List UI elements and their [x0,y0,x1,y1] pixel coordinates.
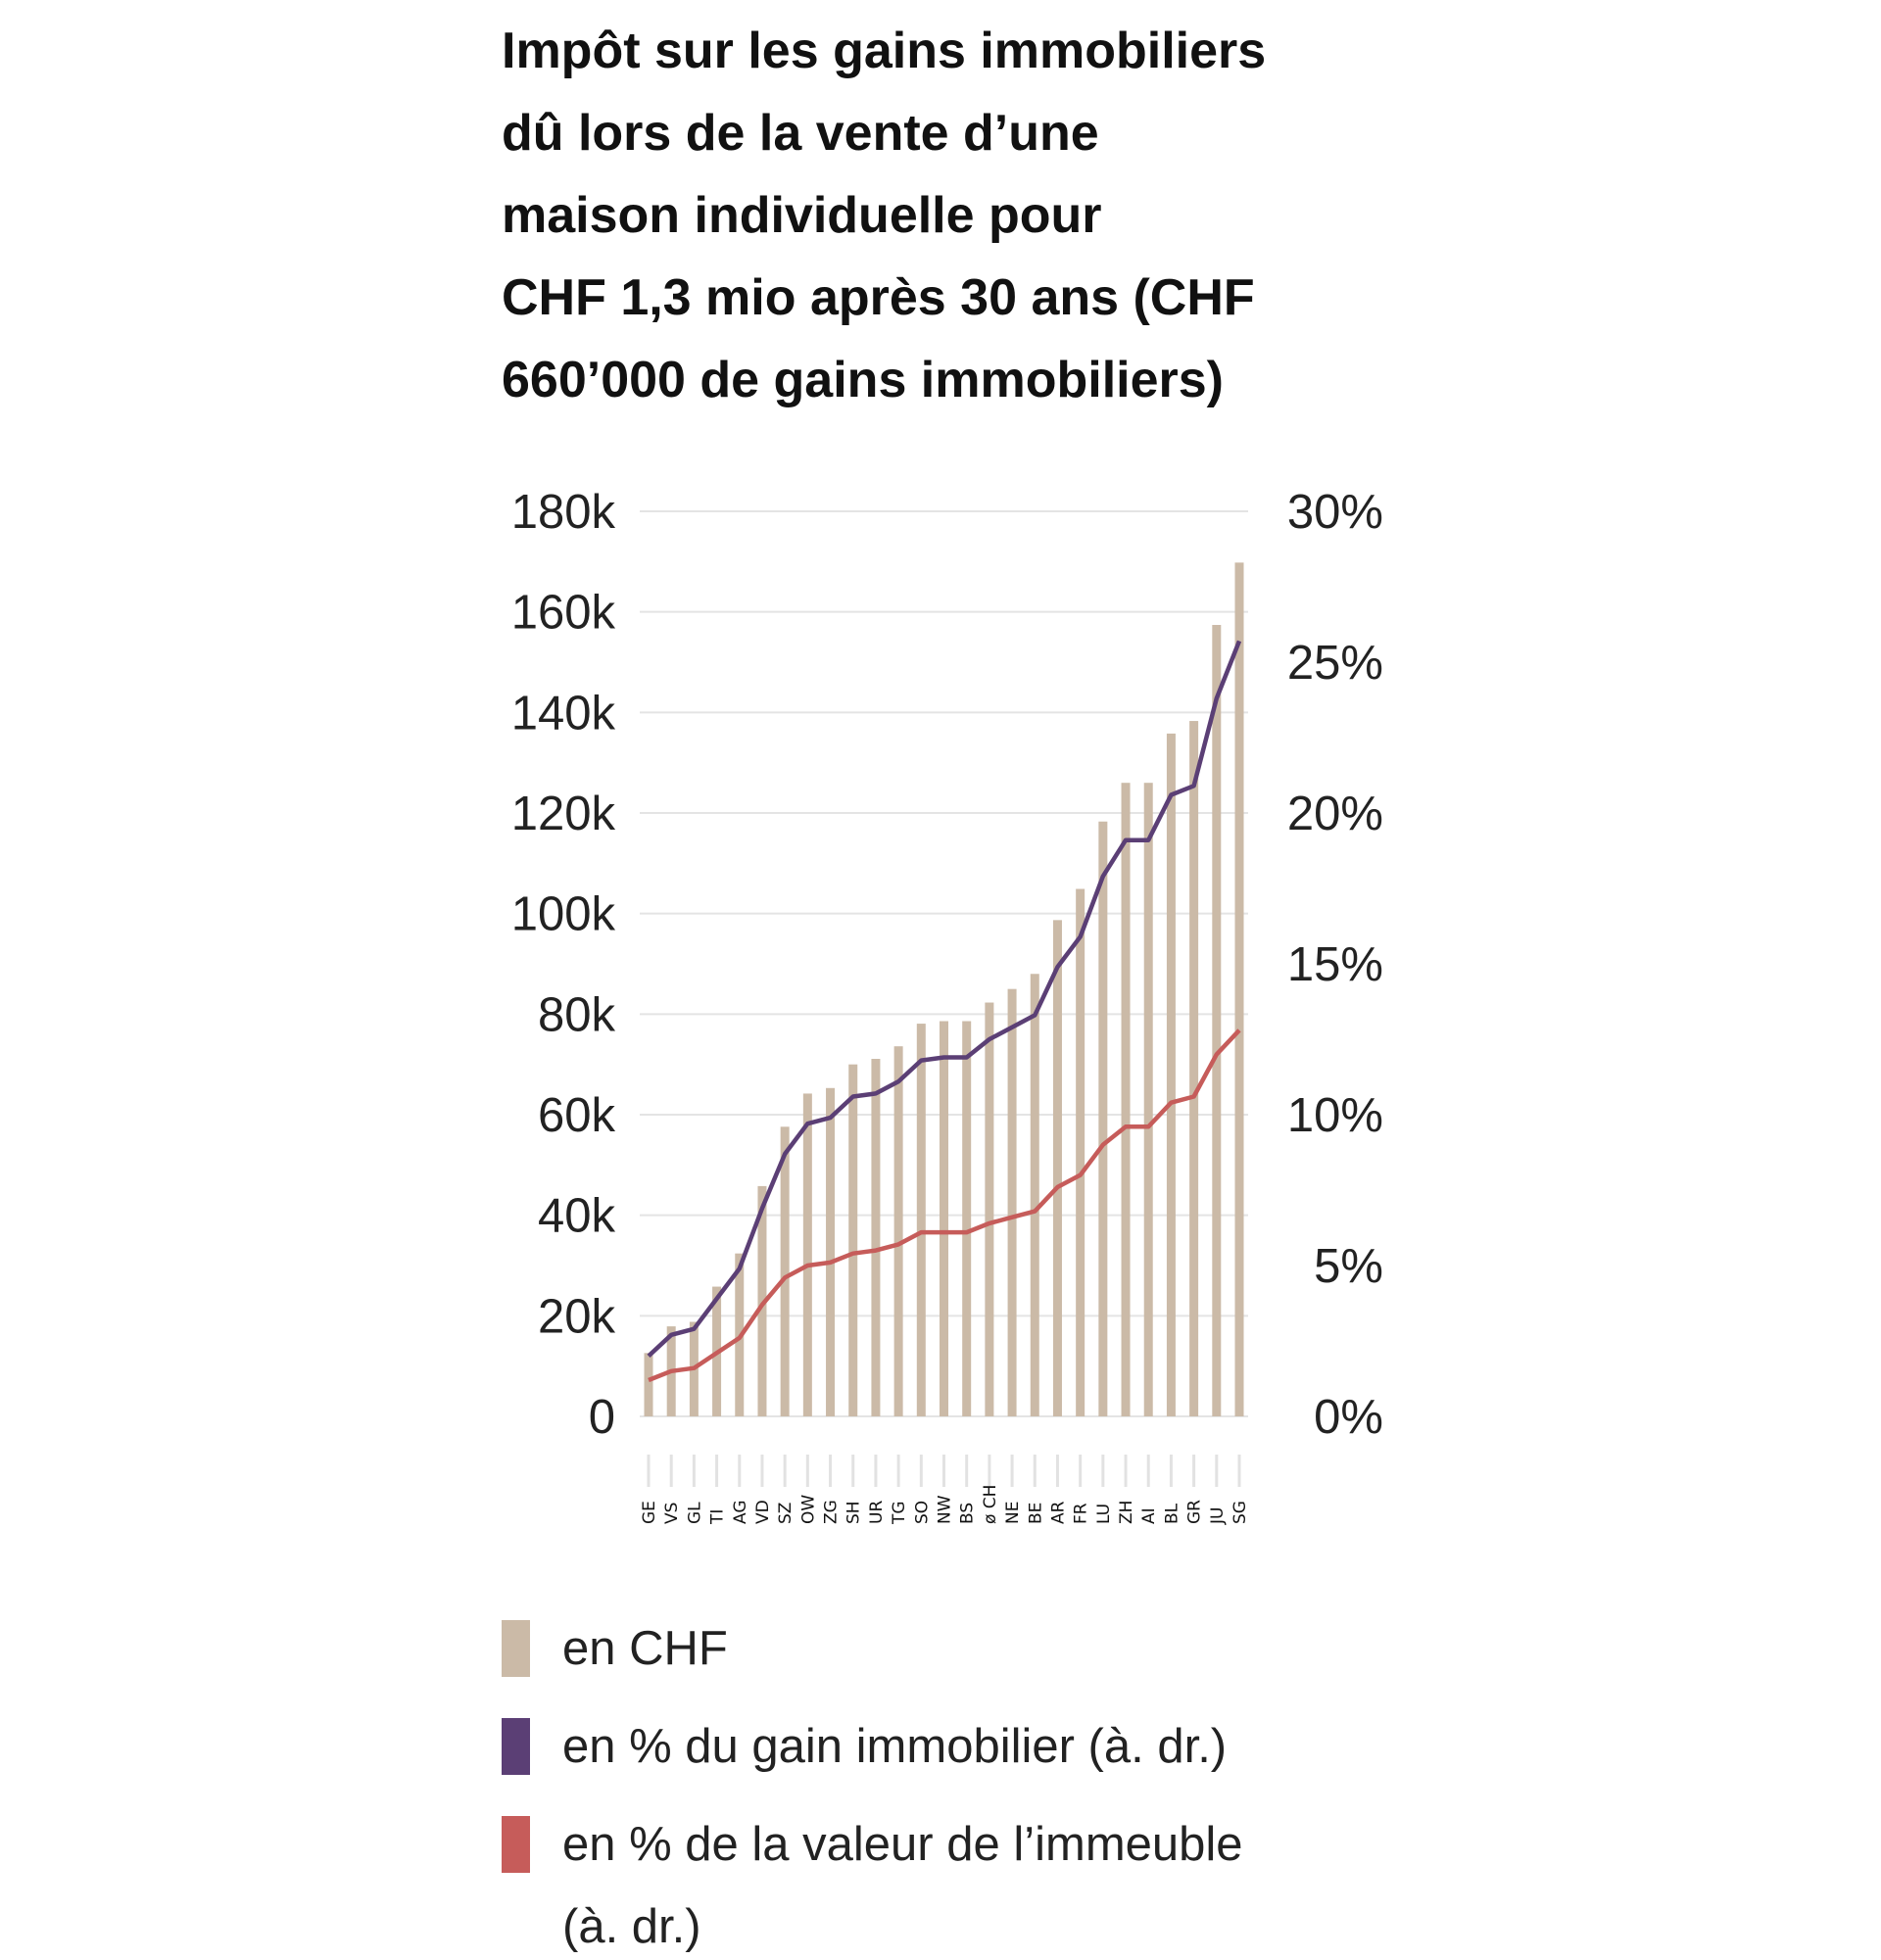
x-tick-label: ø CH [981,1485,1000,1524]
x-tick-label: VS [662,1503,682,1524]
legend: en CHF en % du gain immobilier (à. dr.) … [502,1616,1243,1959]
right-axis-tick-label: 5% [1314,1240,1383,1293]
bar-NE [1007,988,1017,1416]
legend-item-pct-gain: en % du gain immobilier (à. dr.) [502,1714,1243,1812]
legend-label: en % du gain immobilier (à. dr.) [562,1720,1228,1773]
left-axis-tick-label: 160k [511,587,616,640]
x-tick-label: GR [1185,1500,1205,1524]
left-axis-tick-label: 20k [538,1290,616,1343]
bar-SO [916,1024,926,1416]
legend-label: (à. dr.) [562,1900,701,1953]
legend-item-pct-value: en % de la valeur de l’immeuble (à. dr.) [502,1812,1243,1959]
right-axis-tick-label: 0% [1314,1391,1383,1444]
x-tick-label: SO [912,1501,932,1524]
legend-label: en % de la valeur de l’immeuble [562,1818,1243,1871]
bar-FR [1076,888,1085,1416]
bar-AR [1052,920,1062,1416]
bar-BS [962,1021,972,1416]
left-axis-tick-label: 80k [538,988,616,1041]
bar-GR [1189,721,1199,1416]
right-axis-tick-label: 10% [1287,1089,1383,1142]
bar-SH [848,1064,858,1416]
legend-swatch [502,1816,530,1873]
bar-ZG [826,1087,836,1416]
bar-LU [1098,821,1108,1416]
legend-swatch [502,1718,530,1775]
x-tick-label: AR [1048,1501,1068,1524]
legend-item-chf: en CHF [502,1616,1243,1714]
x-tick-label: NW [936,1495,955,1524]
left-axis-tick-label: 120k [511,788,616,840]
x-tick-label: TI [708,1509,728,1525]
line-pct-gain [647,640,1242,1359]
bar-ø CH [985,1002,994,1416]
bar-AI [1143,783,1153,1416]
bar-BE [1030,974,1039,1416]
bar-VD [757,1185,767,1416]
x-tick-label: UR [867,1501,887,1524]
x-tick-label: OW [798,1495,818,1524]
x-tick-label: SZ [776,1503,796,1524]
x-tick-label: SH [844,1501,864,1524]
x-tick-label: ZH [1117,1501,1136,1524]
title-line: Impôt sur les gains immobiliers [502,23,1267,79]
bar-ZH [1121,783,1131,1416]
x-tick-label: JU [1208,1507,1228,1525]
x-tick-label: GE [640,1501,659,1524]
right-axis-tick-label: 25% [1287,637,1383,690]
title-line: 660’000 de gains immobiliers) [502,352,1224,408]
legend-swatch [502,1620,530,1677]
bar-NW [940,1021,948,1416]
left-axis-tick-label: 60k [538,1089,616,1142]
x-tick-label: FR [1072,1503,1091,1524]
x-tick-label: BE [1026,1503,1045,1524]
bar-SZ [780,1126,790,1416]
bar-OW [802,1093,812,1416]
bar-TG [893,1046,903,1416]
bar-GE [644,1353,653,1416]
line-pct-value [648,1028,1241,1383]
left-axis-tick-label: 40k [538,1190,616,1243]
bar-JU [1212,625,1222,1416]
x-tick-label: LU [1094,1504,1114,1524]
chart-title: Impôt sur les gains immobiliers dû lors … [502,10,1383,421]
legend-label: en CHF [562,1622,728,1675]
x-tick-label: BL [1162,1503,1182,1524]
title-line: CHF 1,3 mio après 30 ans (CHF [502,269,1255,326]
left-axis-tick-label: 100k [511,888,616,941]
bar-UR [871,1059,881,1416]
right-axis-tick-label: 15% [1287,938,1383,991]
x-tick-label: GL [685,1502,704,1524]
bar-BL [1166,733,1176,1416]
x-tick-label: AI [1139,1507,1159,1524]
x-tick-label: VD [753,1500,773,1524]
x-tick-label: ZG [822,1500,842,1524]
left-axis-tick-label: 140k [511,687,616,740]
left-axis-tick-label: 0 [589,1391,615,1444]
left-axis-tick-label: 180k [511,486,616,539]
x-tick-label: TG [890,1501,909,1525]
x-tick-label: SG [1230,1501,1250,1524]
x-tick-label: BS [958,1503,978,1524]
title-line: dû lors de la vente d’une [502,105,1099,162]
x-tick-label: AG [731,1500,750,1524]
bar-SG [1234,562,1244,1416]
right-axis-tick-label: 30% [1287,486,1383,539]
x-tick-label: NE [1003,1502,1023,1524]
title-line: maison individuelle pour [502,187,1102,244]
right-axis-tick-label: 20% [1287,788,1383,840]
